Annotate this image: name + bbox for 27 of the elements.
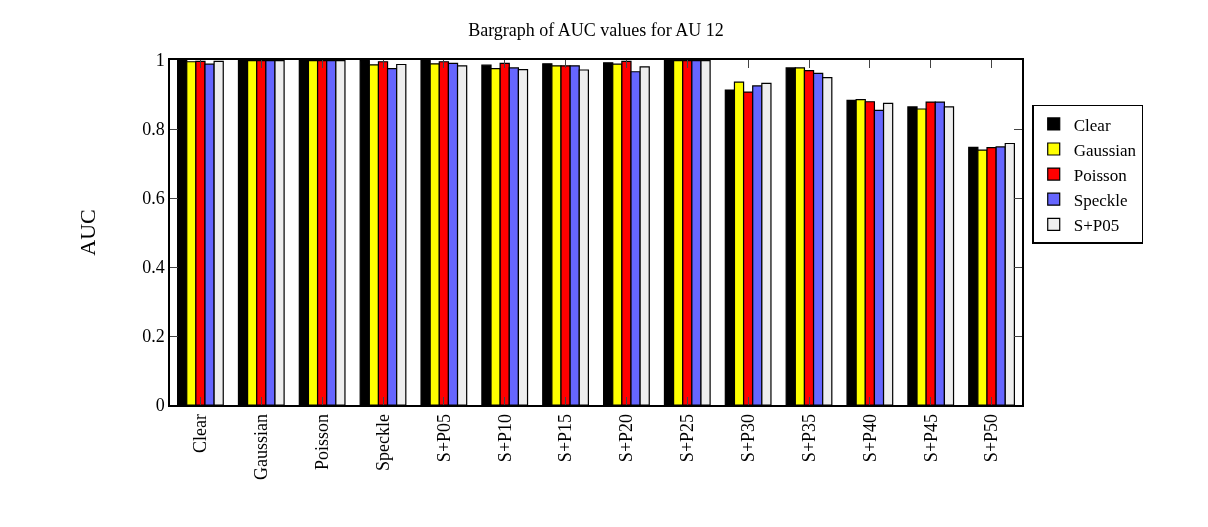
- chart-title: Bargraph of AUC values for AU 12: [468, 20, 724, 41]
- y-tick-label: 0.6: [142, 188, 165, 209]
- legend-label: Speckle: [1073, 190, 1128, 210]
- legend-label: Clear: [1073, 115, 1111, 135]
- y-tick-label: 0: [155, 395, 165, 416]
- legend-label: S+P05: [1073, 215, 1120, 235]
- x-tick-label: Speckle: [372, 413, 393, 471]
- x-tick-label: S+P35: [798, 413, 819, 463]
- x-tick-label: Clear: [190, 413, 211, 453]
- x-tick-label: S+P30: [737, 413, 758, 463]
- legend-label: Poisson: [1073, 165, 1128, 185]
- x-tick-label: S+P45: [920, 413, 941, 463]
- x-tick-label: Poisson: [311, 413, 332, 470]
- y-tick-label: 1: [155, 50, 165, 71]
- legend-label: Gaussian: [1073, 140, 1137, 160]
- y-tick-label: 0.8: [142, 119, 165, 140]
- x-tick-label: S+P05: [433, 413, 454, 463]
- y-tick-label: 0.4: [142, 257, 165, 278]
- x-tick-label: S+P10: [494, 413, 515, 463]
- x-tick-label: Gaussian: [251, 413, 272, 480]
- x-tick-label: S+P25: [677, 413, 698, 463]
- x-tick-label: S+P40: [859, 413, 880, 463]
- x-tick-label: S+P20: [616, 413, 637, 463]
- x-tick-label: S+P15: [555, 413, 576, 463]
- y-axis-title: AUC: [75, 209, 101, 256]
- y-tick-label: 0.2: [142, 326, 165, 347]
- x-tick-label: S+P50: [981, 413, 1002, 463]
